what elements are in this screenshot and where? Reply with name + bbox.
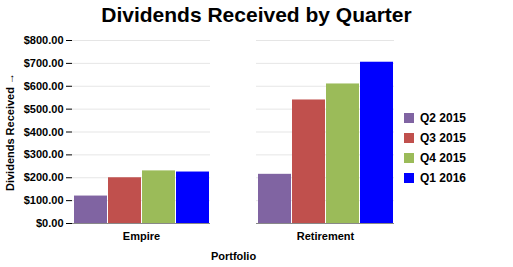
svg-text:Empire: Empire — [123, 230, 160, 242]
svg-text:$600.00: $600.00 — [24, 80, 64, 92]
svg-text:Retirement: Retirement — [297, 230, 355, 242]
html-text:Q3 2015: Q3 2015 — [420, 130, 466, 145]
svg-text:$400.00: $400.00 — [24, 126, 64, 138]
svg-text:$200.00: $200.00 — [24, 171, 64, 183]
svg-text:$500.00: $500.00 — [24, 103, 64, 115]
svg-text:$800.00: $800.00 — [24, 34, 64, 46]
html-text:Q4 2015: Q4 2015 — [420, 150, 466, 165]
svg-text:$700.00: $700.00 — [24, 57, 64, 69]
svg-text:$300.00: $300.00 — [24, 148, 64, 160]
svg-text:Dividends Received →: Dividends Received → — [4, 73, 16, 191]
svg-text:Portfolio: Portfolio — [211, 250, 256, 262]
svg-text:$0.00: $0.00 — [36, 217, 64, 229]
html-text:Dividends Received by Quarter: Dividends Received by Quarter — [101, 3, 412, 26]
html-text:Q1 2016: Q1 2016 — [420, 170, 466, 185]
svg-text:$100.00: $100.00 — [24, 194, 64, 206]
html-text:Q2 2015: Q2 2015 — [420, 110, 466, 125]
